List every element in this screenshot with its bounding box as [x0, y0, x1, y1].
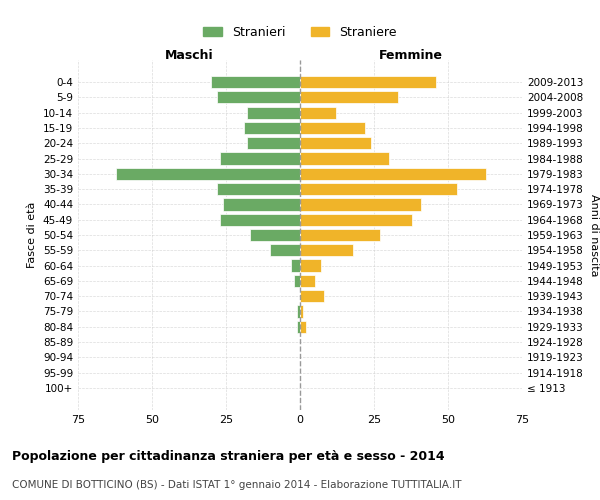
- Bar: [247, 106, 300, 118]
- Bar: [247, 137, 300, 149]
- Bar: [294, 275, 300, 287]
- Bar: [291, 260, 300, 272]
- Bar: [250, 229, 300, 241]
- Bar: [300, 306, 303, 318]
- Bar: [217, 91, 300, 104]
- Bar: [271, 244, 300, 256]
- Bar: [300, 290, 323, 302]
- Bar: [300, 260, 321, 272]
- Bar: [300, 198, 421, 210]
- Bar: [300, 214, 412, 226]
- Bar: [300, 320, 306, 333]
- Bar: [300, 91, 398, 104]
- Legend: Stranieri, Straniere: Stranieri, Straniere: [198, 20, 402, 44]
- Bar: [300, 229, 380, 241]
- Bar: [300, 137, 371, 149]
- Bar: [116, 168, 300, 180]
- Y-axis label: Anni di nascita: Anni di nascita: [589, 194, 599, 276]
- Bar: [300, 168, 487, 180]
- Text: Maschi: Maschi: [164, 49, 214, 62]
- Bar: [297, 306, 300, 318]
- Text: Popolazione per cittadinanza straniera per età e sesso - 2014: Popolazione per cittadinanza straniera p…: [12, 450, 445, 463]
- Bar: [300, 244, 353, 256]
- Bar: [223, 198, 300, 210]
- Bar: [300, 106, 335, 118]
- Bar: [297, 320, 300, 333]
- Bar: [217, 183, 300, 195]
- Bar: [220, 214, 300, 226]
- Y-axis label: Fasce di età: Fasce di età: [28, 202, 37, 268]
- Bar: [220, 152, 300, 164]
- Bar: [300, 152, 389, 164]
- Bar: [244, 122, 300, 134]
- Bar: [300, 76, 436, 88]
- Text: COMUNE DI BOTTICINO (BS) - Dati ISTAT 1° gennaio 2014 - Elaborazione TUTTITALIA.: COMUNE DI BOTTICINO (BS) - Dati ISTAT 1°…: [12, 480, 461, 490]
- Bar: [300, 122, 365, 134]
- Bar: [300, 183, 457, 195]
- Bar: [300, 275, 315, 287]
- Text: Femmine: Femmine: [379, 49, 443, 62]
- Bar: [211, 76, 300, 88]
